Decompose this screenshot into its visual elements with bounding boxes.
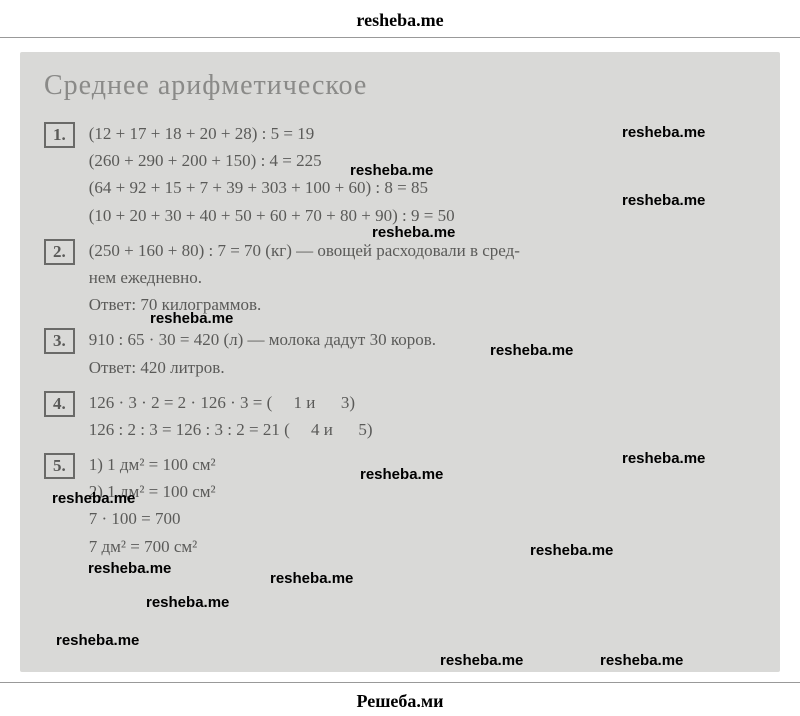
problem-line: Ответ: 70 килограммов.: [89, 291, 520, 318]
problem-lines: 910 : 65 · 30 = 420 (л) — молока дадут 3…: [89, 326, 436, 380]
header-text: resheba.me: [356, 10, 443, 30]
problem-number-box: 5.: [44, 453, 75, 479]
problem-line: 1) 1 дм² = 100 см²: [89, 451, 216, 478]
watermark: resheba.me: [88, 560, 171, 577]
problem-number-box: 2.: [44, 239, 75, 265]
problem-line: 126 · 3 · 2 = 2 · 126 · 3 = ( 1 и 3): [89, 389, 373, 416]
watermark: resheba.me: [600, 652, 683, 669]
problem-line: (10 + 20 + 30 + 40 + 50 + 60 + 70 + 80 +…: [89, 202, 455, 229]
problem-block: 1. (12 + 17 + 18 + 20 + 28) : 5 = 19(260 …: [44, 120, 756, 229]
scan-area: Среднее арифметическое 1. (12 + 17 + 18 +…: [20, 52, 780, 672]
problem-line: 126 : 2 : 3 = 126 : 3 : 2 = 21 ( 4 и 5): [89, 416, 373, 443]
problem-line: (12 + 17 + 18 + 20 + 28) : 5 = 19: [89, 120, 455, 147]
problem-lines: 126 · 3 · 2 = 2 · 126 · 3 = ( 1 и 3)126 …: [89, 389, 373, 443]
problem-number-box: 1.: [44, 122, 75, 148]
page-footer: Решеба.ми: [0, 682, 800, 712]
problem-line: 2) 1 дм² = 100 см²: [89, 478, 216, 505]
problem-block: 5.1) 1 дм² = 100 см²2) 1 дм² = 100 см²7 …: [44, 451, 756, 560]
problem-line: (250 + 160 + 80) : 7 = 70 (кг) — овощей …: [89, 237, 520, 264]
problem-block: 2. (250 + 160 + 80) : 7 = 70 (кг) — овоще…: [44, 237, 756, 319]
page-header: resheba.me: [0, 0, 800, 38]
section-title: Среднее арифметическое: [44, 70, 756, 102]
footer-text: Решеба.ми: [356, 691, 443, 711]
problem-number-box: 3.: [44, 328, 75, 354]
problem-lines: (12 + 17 + 18 + 20 + 28) : 5 = 19(260 + …: [89, 120, 455, 229]
watermark: resheba.me: [146, 594, 229, 611]
problem-block: 4. 126 · 3 · 2 = 2 · 126 · 3 = ( 1 и 3)12…: [44, 389, 756, 443]
problem-line: 7 · 100 = 700: [89, 505, 216, 532]
problem-lines: (250 + 160 + 80) : 7 = 70 (кг) — овощей …: [89, 237, 520, 319]
problem-block: 3. 910 : 65 · 30 = 420 (л) — молока дадут…: [44, 326, 756, 380]
problem-line: (64 + 92 + 15 + 7 + 39 + 303 + 100 + 60)…: [89, 174, 455, 201]
problem-line: 7 дм² = 700 см²: [89, 533, 216, 560]
watermark: resheba.me: [56, 632, 139, 649]
watermark: resheba.me: [440, 652, 523, 669]
watermark: resheba.me: [270, 570, 353, 587]
problem-line: Ответ: 420 литров.: [89, 354, 436, 381]
problem-line: нем ежедневно.: [89, 264, 520, 291]
problem-line: (260 + 290 + 200 + 150) : 4 = 225: [89, 147, 455, 174]
problem-number-box: 4.: [44, 391, 75, 417]
problem-line: 910 : 65 · 30 = 420 (л) — молока дадут 3…: [89, 326, 436, 353]
problems-container: 1. (12 + 17 + 18 + 20 + 28) : 5 = 19(260 …: [44, 120, 756, 560]
problem-lines: 1) 1 дм² = 100 см²2) 1 дм² = 100 см²7 · …: [89, 451, 216, 560]
